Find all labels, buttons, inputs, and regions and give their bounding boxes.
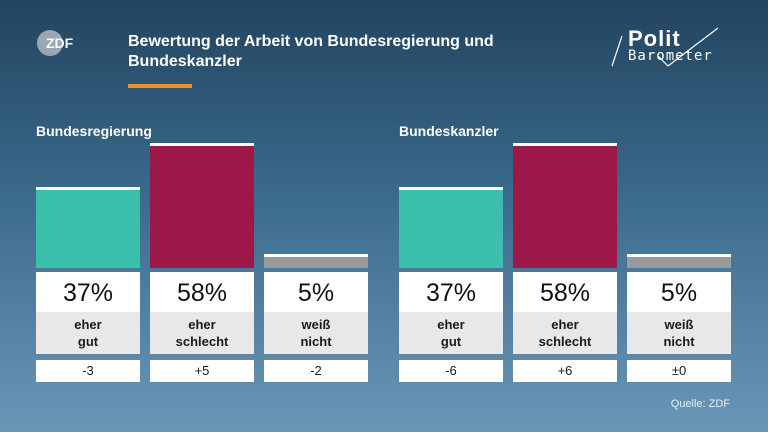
zdf-logo: ZDF: [36, 29, 88, 57]
value-label: 58%: [150, 272, 254, 312]
svg-text:ZDF: ZDF: [46, 35, 74, 51]
bar: [36, 190, 140, 268]
title-accent-bar: [128, 84, 192, 88]
category-label-line: weiß: [664, 317, 694, 332]
bar-cap: [264, 254, 368, 257]
value-label: 37%: [36, 272, 140, 312]
value-label: 5%: [627, 272, 731, 312]
politbarometer-logo: Polit Barometer: [608, 26, 728, 76]
bar-cap: [36, 187, 140, 190]
category-label-line: schlecht: [175, 334, 229, 349]
change-label: +5: [150, 360, 254, 382]
brand-line-2: Barometer: [628, 48, 713, 64]
category-label: eher schlecht: [513, 312, 617, 354]
category-label-line: eher: [551, 317, 579, 332]
change-label: -2: [264, 360, 368, 382]
category-label: eher gut: [399, 312, 503, 354]
value-label: 5%: [264, 272, 368, 312]
category-label: eher schlecht: [150, 312, 254, 354]
category-label-line: nicht: [663, 334, 695, 349]
panel-title-regierung: Bundesregierung: [36, 123, 152, 139]
category-label: weiß nicht: [627, 312, 731, 354]
bar: [513, 146, 617, 268]
bar: [399, 190, 503, 268]
change-label: -6: [399, 360, 503, 382]
checkmark-icon: [611, 27, 719, 67]
change-label: +6: [513, 360, 617, 382]
source-note: Quelle: ZDF: [670, 398, 730, 410]
category-label: weiß nicht: [264, 312, 368, 354]
category-label-line: eher: [437, 317, 465, 332]
category-label-line: weiß: [301, 317, 331, 332]
chart-title: Bewertung der Arbeit von Bundesregierung…: [128, 33, 494, 70]
category-label-line: gut: [440, 334, 462, 349]
bar: [264, 257, 368, 268]
value-label: 58%: [513, 272, 617, 312]
bar-cap: [150, 143, 254, 146]
category-label: eher gut: [36, 312, 140, 354]
category-label-line: nicht: [300, 334, 332, 349]
change-label: ±0: [627, 360, 731, 382]
category-label-line: gut: [77, 334, 99, 349]
bar-cap: [627, 254, 731, 257]
change-label: -3: [36, 360, 140, 382]
value-label: 37%: [399, 272, 503, 312]
category-label-line: eher: [74, 317, 102, 332]
bar: [150, 146, 254, 268]
bar-cap: [513, 143, 617, 146]
bar: [627, 257, 731, 268]
panel-title-kanzler: Bundeskanzler: [399, 123, 499, 139]
bar-cap: [399, 187, 503, 190]
category-label-line: eher: [188, 317, 216, 332]
brand-line-1: Polit: [628, 26, 681, 51]
category-label-line: schlecht: [538, 334, 592, 349]
